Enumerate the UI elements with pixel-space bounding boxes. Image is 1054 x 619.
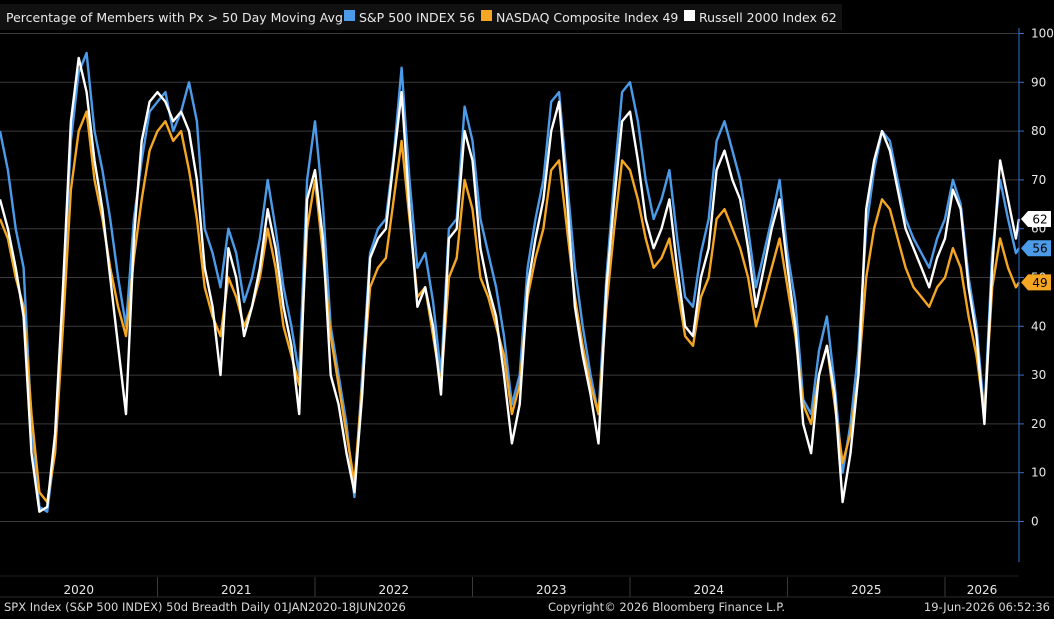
y-tick-label: 40 — [1031, 319, 1046, 333]
legend-item-russell[interactable]: Russell 2000 Index 62 — [699, 10, 837, 25]
y-tick-label: 10 — [1031, 466, 1046, 480]
y-tick-label: 0 — [1031, 515, 1039, 529]
x-tick-label: 2022 — [378, 583, 409, 597]
series-layer — [0, 51, 1021, 513]
last-value-label: 62 — [1032, 212, 1047, 226]
legend-item-nasdaq[interactable]: NASDAQ Composite Index 49 — [496, 10, 678, 25]
y-tick-label: 90 — [1031, 75, 1046, 89]
last-value-marker — [1021, 210, 1051, 227]
y-tick-label: 100 — [1031, 27, 1054, 41]
legend-item-spx[interactable]: S&P 500 INDEX 56 — [359, 10, 475, 25]
y-tick-label: 30 — [1031, 368, 1046, 382]
y-tick-label: 80 — [1031, 124, 1046, 138]
last-value-label: 49 — [1032, 276, 1047, 290]
x-tick-label: 2021 — [221, 583, 252, 597]
y-tick-label: 20 — [1031, 417, 1046, 431]
series-line-spx — [0, 51, 1021, 513]
legend-swatch-spx[interactable] — [344, 10, 355, 21]
x-tick-label: 2023 — [536, 583, 567, 597]
series-line-russell — [0, 56, 1021, 513]
x-tick-label: 2025 — [851, 583, 882, 597]
x-tick-label: 2024 — [693, 583, 724, 597]
legend-swatch-russell[interactable] — [684, 10, 695, 21]
axes: 0102030405060708090100202020212022202320… — [0, 27, 1054, 597]
y-tick-label: 70 — [1031, 173, 1046, 187]
last-value-label: 56 — [1032, 242, 1047, 256]
last-value-markers: 62 56 49 — [1021, 210, 1051, 291]
x-tick-label: 2020 — [63, 583, 94, 597]
footer-copyright: Copyright© 2026 Bloomberg Finance L.P. — [548, 600, 785, 614]
footer-source: SPX Index (S&P 500 INDEX) 50d Breadth Da… — [4, 600, 406, 614]
series-line-nasdaq — [0, 110, 1021, 504]
x-tick-label: 2026 — [967, 583, 998, 597]
chart-title: Percentage of Members with Px > 50 Day M… — [6, 10, 343, 25]
last-value-marker — [1021, 274, 1051, 291]
legend-swatch-nasdaq[interactable] — [481, 10, 492, 21]
last-value-marker — [1021, 240, 1051, 257]
header-bar — [0, 4, 842, 30]
footer-timestamp: 19-Jun-2026 06:52:36 — [924, 600, 1050, 614]
